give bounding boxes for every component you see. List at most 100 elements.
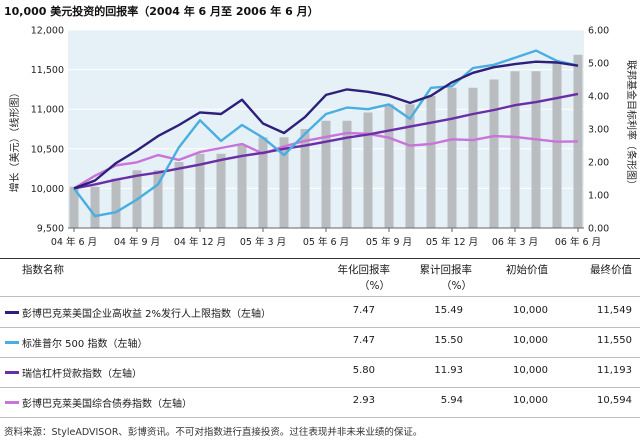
rate-bar [174, 162, 184, 228]
rate-bar [384, 104, 394, 228]
rate-bar [300, 129, 310, 228]
row-rule [0, 327, 640, 328]
cumulative-value: 11.93 [434, 365, 463, 376]
series-name: 彭博巴克莱美国综合债券指数（左轴） [22, 399, 192, 410]
y-right-tick-label: 5.00 [588, 59, 609, 70]
row-rule [0, 357, 640, 358]
series-line [73, 92, 579, 190]
rate-bar [258, 137, 268, 228]
rate-bar [153, 170, 163, 228]
final-value: 11,550 [597, 335, 632, 346]
rate-bar [195, 153, 205, 228]
header-final: 最终价值 [590, 264, 632, 276]
initial-value: 10,000 [513, 305, 548, 316]
x-tick-label: 05 年 6 月 [303, 236, 349, 248]
rate-bar [510, 71, 520, 228]
series-swatch [5, 311, 19, 314]
legend-table: 指数名称 年化回报率 （%） 累计回报率 （%） 初始价值 最终价值 彭博巴克莱… [0, 258, 640, 420]
x-axis: 04 年 6 月 04 年 9 月 04 年 12 月 05 年 3 月 05 年 6 … [51, 227, 601, 248]
rate-bar [489, 79, 499, 228]
y-left-tick-label: 10,000 [31, 184, 64, 195]
series-name: 彭博巴克莱美国企业高收益 2%发行人上限指数（左轴） [22, 309, 272, 320]
series-name: 瑞信杠杆贷款指数（左轴） [22, 369, 142, 380]
y-axis-left-label: 增长（美元）（线形图） [8, 88, 21, 193]
cumulative-value: 15.50 [434, 335, 463, 346]
rate-bar [531, 71, 541, 228]
rate-bar [69, 186, 79, 228]
chart-title: 10,000 美元投资的回报率（2004 年 6 月至 2006 年 6 月） [4, 4, 319, 18]
rate-bar [447, 87, 457, 228]
annualized-value: 7.47 [352, 335, 375, 346]
annualized-value: 2.93 [352, 395, 375, 406]
x-tick-label: 04 年 6 月 [51, 236, 97, 248]
y-right-tick-label: 3.00 [588, 125, 609, 136]
series-swatch [5, 401, 19, 404]
x-tick-label: 06 年 6 月 [555, 236, 601, 248]
y-axis-left: 9,500 10,000 10,500 11,000 11,500 12,000 [31, 26, 64, 235]
rate-bar [363, 112, 373, 228]
table-header: 指数名称 年化回报率 （%） 累计回报率 （%） 初始价值 最终价值 [0, 258, 640, 294]
final-value: 11,549 [597, 305, 632, 316]
row-rule [0, 417, 640, 418]
x-tick-label: 04 年 12 月 [174, 236, 226, 248]
rate-bar [426, 96, 436, 228]
initial-value: 10,000 [513, 335, 548, 346]
y-right-tick-label: 1.00 [588, 191, 609, 202]
chart: 10,000 美元投资的回报率（2004 年 6 月至 2006 年 6 月） … [4, 4, 638, 248]
x-tick-label: 05 年 3 月 [240, 236, 286, 248]
final-value: 11,193 [597, 365, 632, 376]
table-row: 彭博巴克莱美国企业高收益 2%发行人上限指数（左轴） 7.47 15.49 10,00… [0, 298, 640, 326]
y-left-tick-label: 10,500 [31, 144, 64, 155]
header-initial: 初始价值 [506, 264, 548, 276]
table-row: 瑞信杠杆贷款指数（左轴） 5.80 11.93 10,000 11,193 [0, 358, 640, 386]
y-axis-right: 0.00 1.00 2.00 3.00 4.00 5.00 6.00 [588, 26, 609, 235]
y-left-tick-label: 9,500 [37, 224, 64, 235]
table-row: 彭博巴克莱美国综合债券指数（左轴） 2.93 5.94 10,000 10,594 [0, 388, 640, 416]
series-swatch [5, 371, 19, 374]
source-note: 资料来源：StyleADVISOR、彭博资讯。不可对指数进行直接投资。过往表现并… [4, 427, 423, 438]
rate-bar [237, 145, 247, 228]
rate-bar [279, 137, 289, 228]
cumulative-value: 5.94 [440, 395, 463, 406]
annualized-value: 5.80 [352, 365, 375, 376]
rate-bar [321, 120, 331, 228]
series-line [73, 131, 579, 190]
series-line [73, 49, 579, 218]
rate-bar [111, 178, 121, 228]
y-right-tick-label: 6.00 [588, 26, 609, 37]
table-top-rule [0, 258, 640, 259]
rate-bar [573, 54, 583, 228]
table-row: 标准普尔 500 指数（左轴） 7.47 15.50 10,000 11,550 [0, 328, 640, 356]
y-right-tick-label: 4.00 [588, 92, 609, 103]
y-left-tick-label: 11,500 [31, 65, 64, 76]
rate-bar [216, 153, 226, 228]
x-tick-label: 06 年 3 月 [492, 236, 538, 248]
initial-value: 10,000 [513, 365, 548, 376]
row-rule [0, 387, 640, 388]
annualized-value: 7.47 [352, 305, 375, 316]
y-right-tick-label: 0.00 [588, 224, 609, 235]
series-swatch [5, 341, 19, 344]
x-tick-label: 05 年 9 月 [366, 236, 412, 248]
header-name: 指数名称 [22, 264, 64, 276]
header-rule [0, 296, 640, 297]
y-right-tick-label: 2.00 [588, 158, 609, 169]
y-left-tick-label: 11,000 [31, 105, 64, 116]
x-tick-label: 04 年 9 月 [114, 236, 160, 248]
final-value: 10,594 [597, 395, 632, 406]
y-axis-right-label: 联邦基金目标利率（条形图） [625, 60, 638, 190]
y-left-tick-label: 12,000 [31, 26, 64, 37]
rate-bar [405, 104, 415, 228]
series-lines [73, 49, 579, 218]
series-line [73, 60, 579, 190]
x-tick-label: 05 年 12 月 [426, 236, 478, 248]
series-name: 标准普尔 500 指数（左轴） [22, 339, 148, 350]
rate-bar [468, 87, 478, 228]
cumulative-value: 15.49 [434, 305, 463, 316]
header-cumulative: 累计回报率 （%） [419, 264, 473, 292]
rate-bar [342, 120, 352, 228]
header-annualized: 年化回报率 （%） [337, 264, 391, 292]
rate-bar [90, 186, 100, 228]
rate-bar [552, 63, 562, 228]
